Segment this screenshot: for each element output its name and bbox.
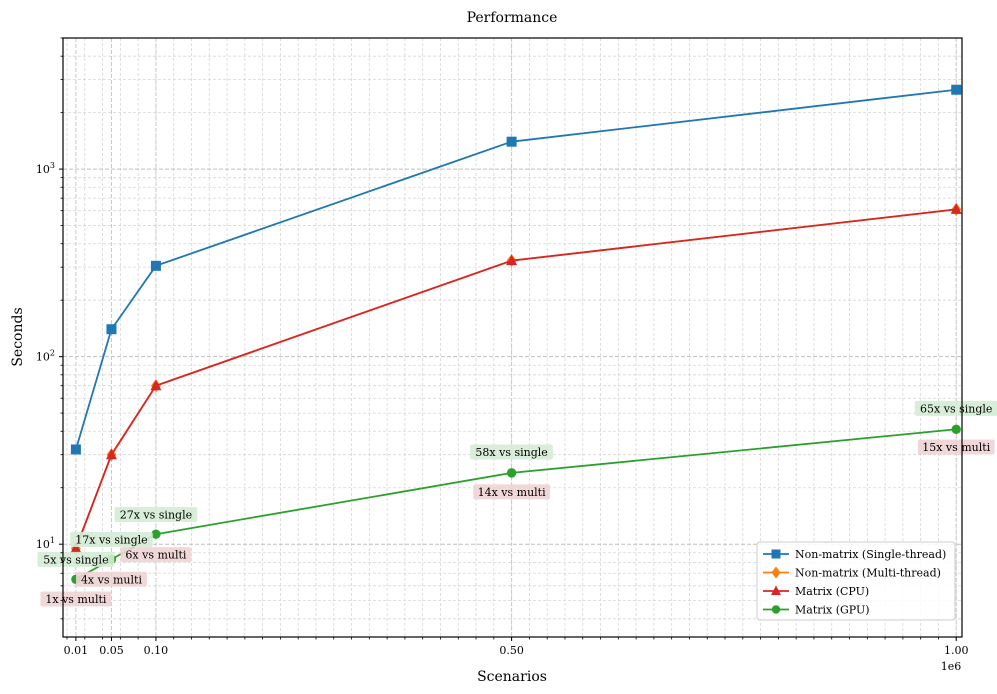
legend-entry: Matrix (GPU)	[795, 604, 870, 617]
y-axis-label: Seconds	[10, 307, 26, 366]
data-point	[150, 379, 162, 391]
data-point	[506, 254, 518, 266]
data-point	[951, 84, 962, 95]
legend-box	[756, 541, 956, 621]
annotation-box	[40, 591, 112, 607]
data-point	[506, 468, 517, 478]
series-2	[70, 203, 962, 553]
y-tick-label: 101	[36, 536, 55, 551]
data-point	[106, 324, 117, 335]
series-1	[70, 202, 962, 555]
annotation-label: 1x vs multi	[45, 593, 107, 606]
annotation-label: 58x vs single	[475, 446, 547, 459]
y-tick-label: 103	[36, 161, 55, 176]
annotation-label: 6x vs multi	[125, 549, 187, 562]
legend-entry: Non-matrix (Multi-thread)	[795, 567, 941, 580]
data-point	[950, 203, 962, 214]
annotation-box	[473, 484, 551, 500]
annotation-label: 4x vs multi	[81, 573, 143, 586]
annotation-label: 17x vs single	[75, 533, 147, 546]
legend-entry: Non-matrix (Single-thread)	[795, 548, 946, 561]
legend-swatch-marker	[771, 549, 781, 559]
annotation-box	[37, 551, 115, 567]
chart-title: Performance	[467, 10, 558, 26]
annotations: 5x vs single 17x vs single 27x vs single 58…	[37, 400, 997, 607]
data-point	[70, 444, 81, 455]
x-offset-label: 1e6	[941, 660, 962, 673]
legend-swatch-marker	[771, 566, 781, 579]
legend-swatch-marker	[771, 605, 781, 614]
data-point	[151, 529, 161, 539]
data-point	[951, 424, 961, 434]
legend: Non-matrix (Single-thread) Non-matrix (Mu…	[756, 541, 956, 621]
data-point	[105, 448, 117, 460]
data-point	[506, 136, 517, 147]
legend-entry: Matrix (CPU)	[795, 585, 869, 598]
annotation-box	[114, 506, 198, 522]
x-tick-label: 0.50	[499, 644, 524, 657]
x-tick-label: 0.01	[64, 644, 89, 657]
annotation-box	[917, 439, 995, 455]
annotation-label: 65x vs single	[920, 402, 992, 415]
data-point	[150, 260, 161, 271]
annotation-box	[76, 571, 147, 587]
series-lines	[70, 84, 962, 584]
annotation-label: 14x vs multi	[478, 486, 547, 499]
series-0	[70, 84, 962, 455]
annotation-box	[470, 444, 553, 460]
annotation-label: 5x vs single	[43, 553, 108, 566]
x-tick-label: 0.10	[144, 644, 169, 657]
plot-frame	[62, 37, 963, 638]
x-tick-label: 1.00	[944, 644, 969, 657]
data-point	[70, 542, 82, 553]
legend-swatch-marker	[771, 585, 781, 595]
y-tick-label: 102	[36, 349, 55, 364]
annotation-label: 27x vs single	[120, 508, 192, 521]
annotation-box	[120, 547, 192, 563]
annotation-box	[914, 400, 997, 416]
x-tick-label: 0.05	[99, 644, 124, 657]
annotation-label: 15x vs multi	[922, 441, 991, 454]
x-axis-label: Scenarios	[477, 669, 547, 685]
ticks: 0.01 0.05 0.10 0.50 1.00 101 102 103	[36, 37, 969, 657]
annotation-box	[70, 531, 153, 547]
